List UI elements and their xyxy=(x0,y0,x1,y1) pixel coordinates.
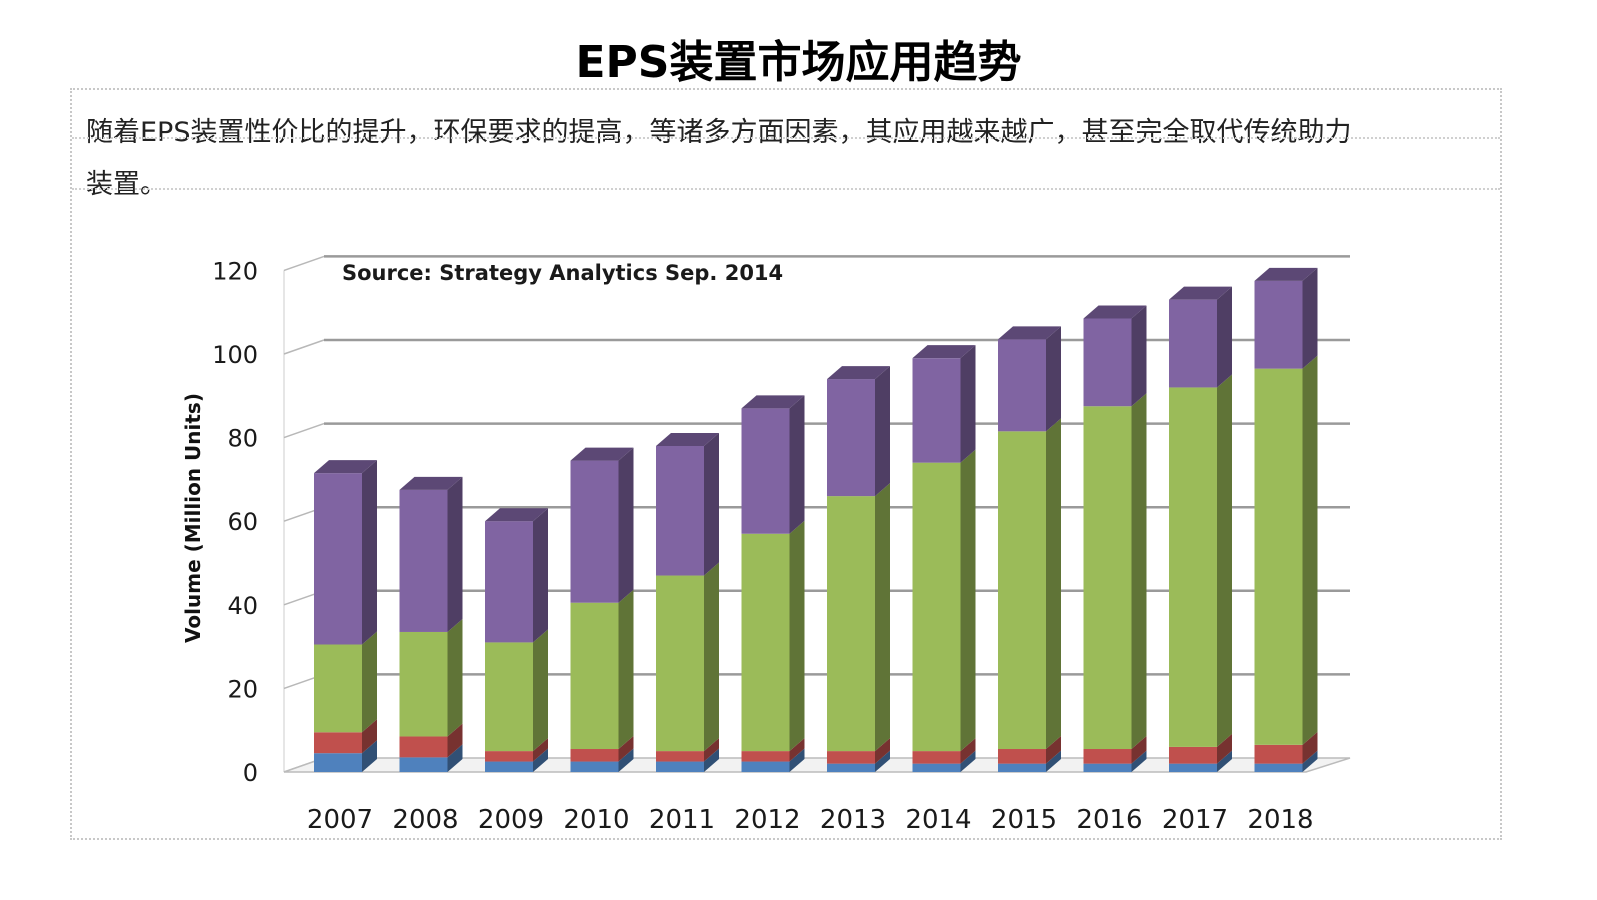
bar-segment xyxy=(1083,736,1147,764)
bar-segment xyxy=(741,738,805,762)
bar-segment xyxy=(998,736,1061,764)
y-axis-ticks: 0 20 40 60 80 100 120 xyxy=(212,257,258,787)
bar-segment xyxy=(656,432,719,576)
bar-segment xyxy=(399,744,463,772)
bar-segment xyxy=(1083,393,1147,750)
bar-segment xyxy=(1169,750,1232,772)
bar-segment xyxy=(485,738,548,762)
chart-bars xyxy=(314,267,1318,772)
x-category-label: 2012 xyxy=(734,805,800,835)
gridline-depth xyxy=(283,255,325,272)
dotted-rule xyxy=(72,137,1500,139)
bar-segment xyxy=(741,520,805,752)
bar-segment xyxy=(656,562,719,752)
bar-segment xyxy=(485,508,548,643)
y-tick-label: 20 xyxy=(227,675,258,703)
y-tick-label: 0 xyxy=(243,759,258,787)
bar-segment xyxy=(1254,267,1318,369)
bar-segment xyxy=(912,345,976,463)
bar-segment xyxy=(570,447,634,603)
bar-segment xyxy=(998,418,1061,750)
x-category-label: 2010 xyxy=(563,805,629,835)
y-tick-label: 60 xyxy=(227,508,258,536)
x-category-label: 2014 xyxy=(905,805,971,835)
gridline-depth xyxy=(283,422,325,439)
y-tick-label: 100 xyxy=(212,341,258,369)
bar-segment xyxy=(741,395,805,534)
bar-segment xyxy=(912,738,976,764)
bar-segment xyxy=(827,738,890,764)
y-tick-label: 40 xyxy=(227,592,258,620)
bar-segment xyxy=(570,748,634,772)
y-tick-label: 80 xyxy=(227,425,258,453)
bar-segment xyxy=(827,750,890,772)
x-category-label: 2015 xyxy=(991,805,1057,835)
bar-segment xyxy=(656,748,719,772)
bar-segment xyxy=(998,750,1061,772)
description-line-2: 装置。 xyxy=(86,169,167,200)
bar-segment xyxy=(827,366,890,497)
y-tick-label: 120 xyxy=(212,257,258,285)
bar-segment xyxy=(314,740,377,772)
bar-segment xyxy=(1169,733,1232,764)
x-category-label: 2011 xyxy=(649,805,715,835)
x-category-label: 2018 xyxy=(1247,805,1313,835)
bar-segment xyxy=(912,449,976,752)
bar-segment xyxy=(1083,750,1147,772)
bar-segment xyxy=(485,629,548,752)
bar-segment xyxy=(1083,305,1147,407)
content-frame xyxy=(70,88,1502,840)
bar-segment xyxy=(741,748,805,772)
bar-segment xyxy=(570,589,634,750)
description-line-1: 随着EPS装置性价比的提升，环保要求的提高，等诸多方面因素，其应用越来越广，甚至… xyxy=(86,117,1352,148)
bar-segment xyxy=(314,460,377,645)
bar-segment xyxy=(399,723,463,758)
gridline-depth xyxy=(283,339,325,355)
bar-segment xyxy=(314,631,377,733)
bar-segment xyxy=(1254,731,1318,764)
source-annotation: Source: Strategy Analytics Sep. 2014 xyxy=(342,261,783,285)
y-axis-label: Volume (Million Units) xyxy=(181,393,205,643)
x-category-label: 2013 xyxy=(820,805,886,835)
x-category-label: 2016 xyxy=(1076,805,1142,835)
page-title: EPS装置市场应用趋势 xyxy=(575,37,1022,88)
bar-segment xyxy=(656,738,719,762)
bar-segment xyxy=(827,483,890,752)
bar-segment xyxy=(1254,355,1318,745)
x-category-label: 2008 xyxy=(392,805,458,835)
x-category-label: 2007 xyxy=(307,805,373,835)
bar-segment xyxy=(912,750,976,772)
bar-segment xyxy=(399,618,463,737)
bar-segment xyxy=(399,476,463,632)
bar-segment xyxy=(998,326,1061,432)
x-axis-categories: 2007 2008 2009 2010 2011 2012 2013 2014 2015 2016… xyxy=(307,805,1314,835)
bar-segment xyxy=(1169,286,1232,388)
bar-segment xyxy=(1169,374,1232,747)
bar-segment xyxy=(570,736,634,762)
x-category-label: 2017 xyxy=(1162,805,1228,835)
bar-segment xyxy=(314,719,377,754)
bar-segment xyxy=(1254,750,1318,772)
bar-segment xyxy=(485,748,548,772)
dotted-rule xyxy=(72,188,1500,190)
x-category-label: 2009 xyxy=(478,805,544,835)
